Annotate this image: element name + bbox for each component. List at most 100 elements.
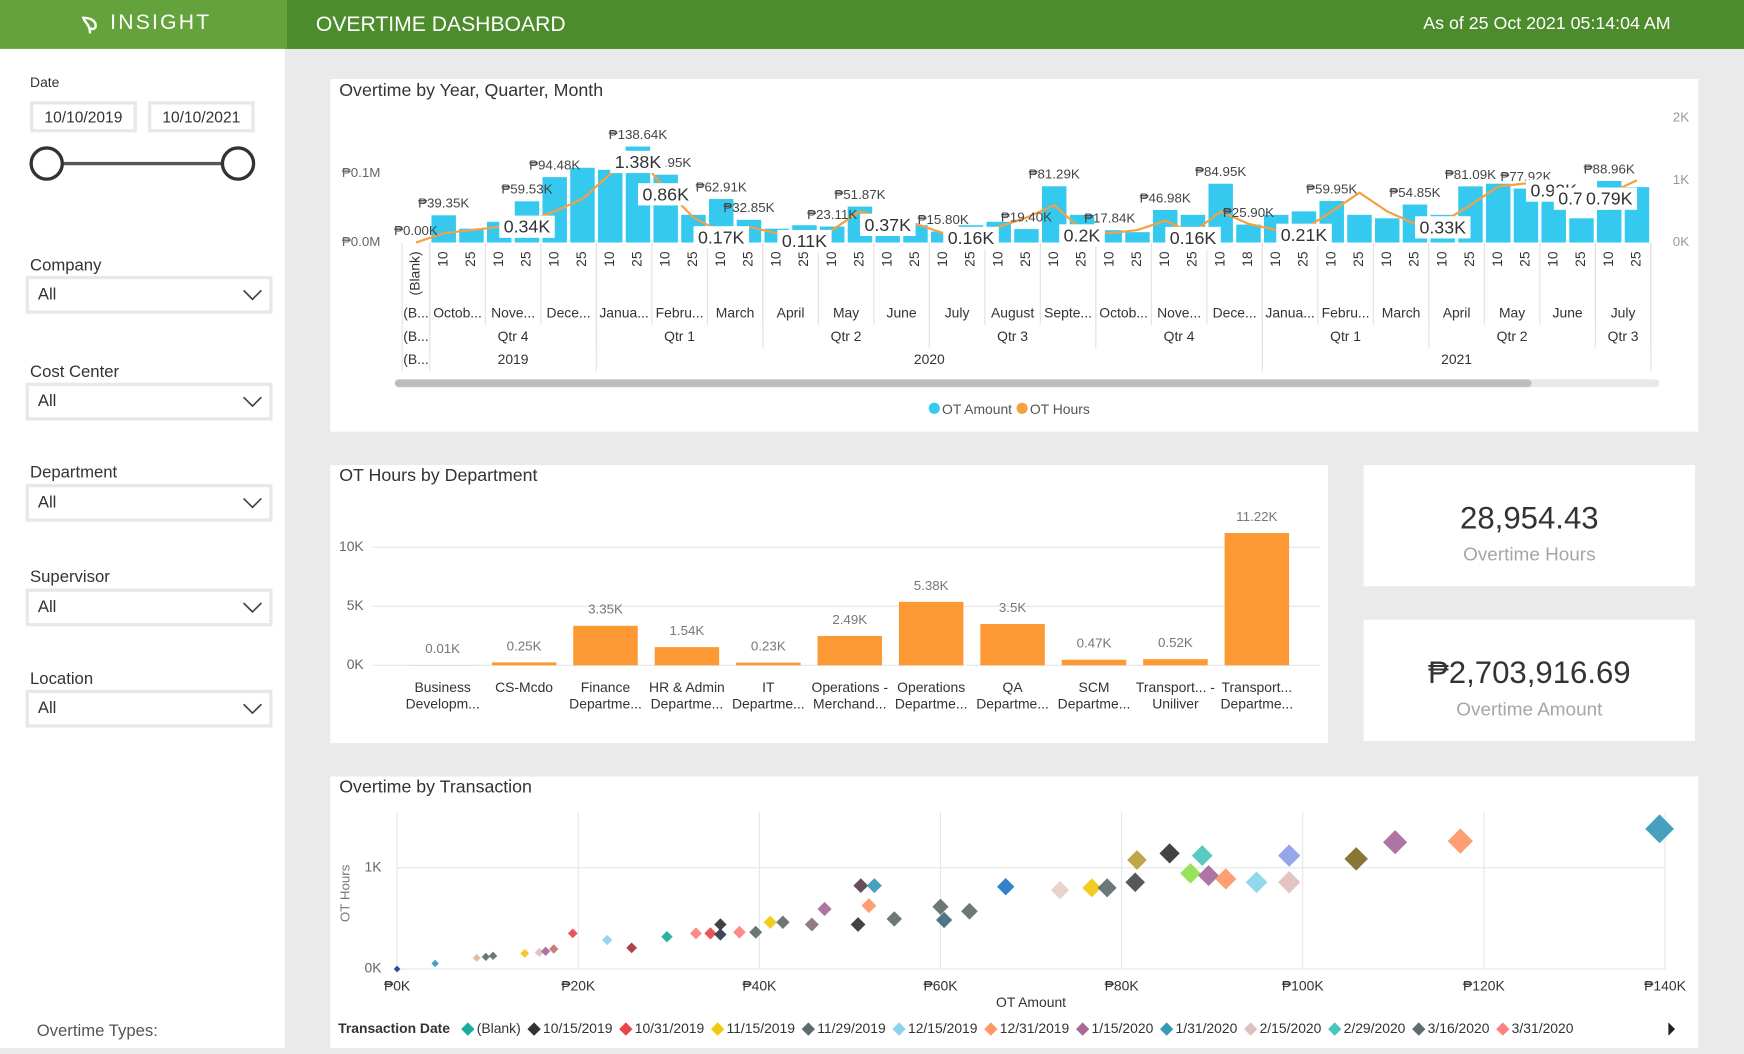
slicer-value: All (38, 597, 57, 616)
bar (1143, 659, 1208, 665)
x-tick-label: 10 (601, 251, 617, 267)
point (851, 917, 866, 932)
slider-handle[interactable] (31, 148, 62, 179)
data-label: 0.17K (698, 227, 745, 247)
x-tick-label: 10 (712, 251, 728, 267)
month-label: Octob... (1099, 304, 1148, 320)
point (776, 916, 789, 929)
x-tick-label: 10 (545, 251, 561, 267)
month-label: Janua... (1265, 304, 1314, 320)
x-tick-label: Transport... - Uniliver (1135, 680, 1215, 713)
x-tick-label: ₱120K (1463, 977, 1505, 993)
x-tick-label: 25 (629, 251, 645, 267)
quarter-label: Qtr 3 (997, 328, 1028, 344)
x-tick-label: 25 (1073, 251, 1089, 267)
data-label: 0.2K (1064, 225, 1101, 245)
x-tick-label: 10 (1211, 251, 1227, 267)
kpi-value: ₱2,703,916.69 (1364, 655, 1695, 691)
point (853, 878, 868, 893)
bar (1062, 660, 1127, 666)
bar (736, 663, 801, 666)
chevron-shape (244, 498, 262, 507)
legend-marker (802, 1022, 815, 1035)
legend-label: 12/15/2019 (908, 1020, 978, 1036)
data-label: 0.47K (1077, 636, 1112, 651)
point (1160, 843, 1180, 863)
point (473, 954, 481, 962)
slicer-label: Company (30, 256, 101, 275)
point (1125, 872, 1145, 892)
data-label: ₱46.98K (1140, 190, 1191, 205)
month-label: August (991, 304, 1034, 320)
month-label: May (833, 304, 859, 320)
month-label: Nove... (491, 304, 535, 320)
legend-label: 1/31/2020 (1176, 1020, 1238, 1036)
slicer-dropdown[interactable]: All (26, 383, 273, 421)
slicer-dropdown[interactable]: All (26, 276, 273, 314)
slicer-dropdown[interactable]: All (26, 690, 273, 728)
point (1215, 868, 1236, 889)
x-tick-label: 25 (906, 251, 922, 267)
point (861, 898, 876, 913)
legend-label: OT Amount (942, 401, 1012, 417)
scrollbar-thumb[interactable] (395, 379, 1532, 387)
legend-marker (1244, 1022, 1257, 1035)
legend-next[interactable] (1668, 1022, 1675, 1035)
month-label: Febru... (1322, 304, 1370, 320)
x-tick-label: 10 (1156, 251, 1172, 267)
year-label: 2019 (498, 351, 529, 367)
x-tick-label: ₱140K (1644, 977, 1686, 993)
data-label: ₱25.90K (1223, 205, 1274, 220)
point (541, 947, 550, 956)
chevron (242, 601, 262, 614)
slicer-value: All (38, 493, 57, 512)
date-to[interactable]: 10/10/2021 (148, 101, 255, 132)
legend-label: 10/31/2019 (635, 1020, 705, 1036)
legend-marker (527, 1022, 540, 1035)
point (805, 918, 819, 932)
x-tick-label: 25 (795, 251, 811, 267)
point (817, 902, 831, 916)
point (602, 935, 612, 945)
x-tick-label: 10 (767, 251, 783, 267)
x-tick-label: 25 (1184, 251, 1200, 267)
data-label: 11.22K (1236, 509, 1277, 524)
point (431, 960, 438, 967)
bar (1375, 218, 1399, 242)
slider-handle[interactable] (222, 148, 253, 179)
point (1127, 850, 1147, 870)
x-tick-label: 10 (1489, 251, 1505, 267)
y2-tick-label: 2K (1673, 109, 1689, 124)
x-tick-label: 10 (490, 251, 506, 267)
x-tick-label: 10 (878, 251, 894, 267)
date-slider[interactable] (22, 142, 267, 187)
x-tick-label: QA Departme... (973, 680, 1053, 713)
legend-marker (1412, 1022, 1425, 1035)
legend-marker (1328, 1022, 1341, 1035)
slicer-label: Location (30, 670, 93, 689)
brand-icon (80, 13, 100, 35)
bar (980, 624, 1045, 665)
slicer-value: All (38, 392, 57, 411)
x-tick-label: IT Departme... (728, 680, 808, 713)
chevron (242, 702, 262, 715)
month-label: Janua... (599, 304, 648, 320)
date-from[interactable]: 10/10/2019 (30, 101, 137, 132)
bar (1225, 533, 1290, 665)
slicer-dropdown[interactable]: All (26, 484, 273, 522)
chart-title: OT Hours by Department (339, 465, 537, 485)
slicer-dropdown[interactable]: All (26, 589, 273, 627)
x-tick-label: Operations - Merchand... (810, 680, 890, 713)
legend-label: 11/15/2019 (727, 1020, 796, 1036)
point (1192, 845, 1213, 866)
data-label: 0.33K (1419, 217, 1466, 237)
legend-marker (984, 1022, 997, 1035)
x-tick-label: (Blank) (407, 251, 423, 295)
point (394, 966, 401, 973)
x-tick-label: 25 (740, 251, 756, 267)
data-label: ₱39.35K (418, 196, 469, 211)
point (626, 942, 637, 953)
month-label: July (1611, 304, 1636, 320)
chart-title: Overtime by Year, Quarter, Month (339, 80, 603, 100)
